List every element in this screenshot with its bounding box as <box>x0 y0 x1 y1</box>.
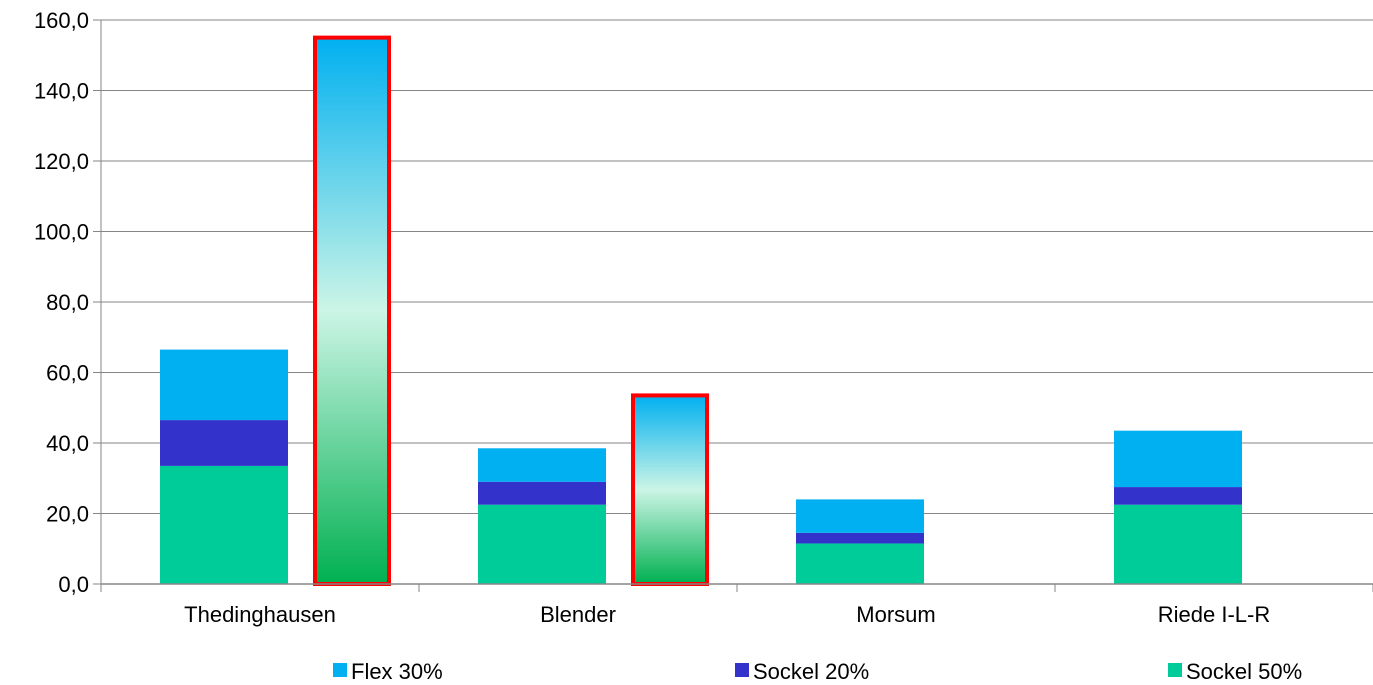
highlighted-total-bars <box>313 35 709 586</box>
bar-segment-sockel-20 <box>796 532 924 544</box>
bars <box>160 349 1242 584</box>
y-tick-label: 0,0 <box>58 572 89 597</box>
y-tick-label: 100,0 <box>34 220 89 245</box>
x-category-label: Riede I-L-R <box>1158 602 1270 627</box>
bar-segment-sockel-50 <box>160 465 288 584</box>
legend-swatch <box>735 663 749 677</box>
x-category-label: Morsum <box>856 602 935 627</box>
y-tick-label: 40,0 <box>46 431 89 456</box>
y-axis-tick-labels: 0,0 20,0 40,0 60,0 80,0 100,0 120,0 140,0 160,0 <box>34 8 89 597</box>
bar-segment-flex-30 <box>796 499 924 533</box>
legend-label: Flex 30% <box>351 659 443 684</box>
bar-segment-sockel-50 <box>1114 504 1242 584</box>
y-tick-label: 140,0 <box>34 79 89 104</box>
legend-item: Flex 30% <box>333 659 443 684</box>
y-tick-label: 120,0 <box>34 149 89 174</box>
legend-item: Sockel 50% <box>1168 659 1302 684</box>
bar-segment-flex-30 <box>478 448 606 482</box>
legend-label: Sockel 20% <box>753 659 869 684</box>
legend: Flex 30% Sockel 20% Sockel 50% <box>333 659 1302 684</box>
bar-segment-flex-30 <box>160 349 288 421</box>
highlighted-total-bar <box>631 393 709 586</box>
legend-item: Sockel 20% <box>735 659 869 684</box>
bar-segment-sockel-50 <box>478 504 606 584</box>
bar-segment-sockel-20 <box>478 481 606 505</box>
bar-segment-flex-30 <box>1114 430 1242 488</box>
axes <box>100 20 1373 592</box>
bar-segment-sockel-20 <box>1114 487 1242 505</box>
legend-label: Sockel 50% <box>1186 659 1302 684</box>
highlighted-total-bar <box>313 35 391 586</box>
x-category-label: Thedinghausen <box>184 602 336 627</box>
y-tick-label: 80,0 <box>46 290 89 315</box>
bar-segment-sockel-20 <box>160 420 288 466</box>
y-tick-label: 20,0 <box>46 502 89 527</box>
legend-swatch <box>1168 663 1182 677</box>
y-tick-label: 60,0 <box>46 361 89 386</box>
legend-swatch <box>333 663 347 677</box>
y-tick-label: 160,0 <box>34 8 89 33</box>
x-axis-category-labels: Thedinghausen Blender Morsum Riede I-L-R <box>184 602 1270 627</box>
x-category-label: Blender <box>540 602 616 627</box>
bar-segment-sockel-50 <box>796 543 924 584</box>
